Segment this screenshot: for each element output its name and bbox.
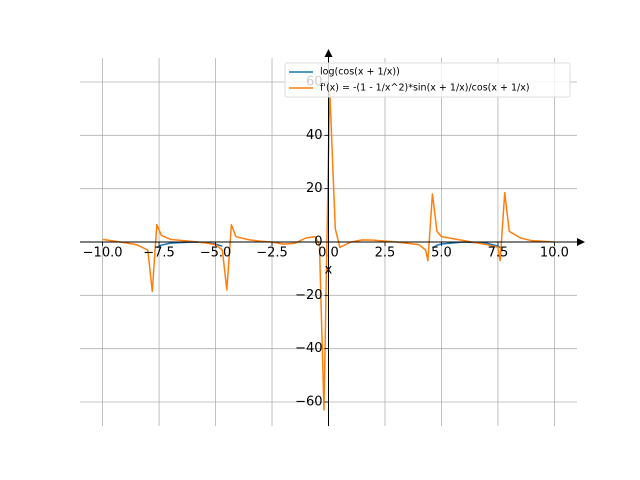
y-arrow [324, 49, 333, 57]
x-tick-label: 5.0 [431, 246, 452, 261]
axes: −10.0 −7.5 −5.0 −2.5 0.0 2.5 5.0 7.5 10.0−60−40−… [80, 49, 585, 426]
y-tick-label: 40 [306, 128, 323, 143]
legend-label: f'(x) = -(1 - 1/x^2)*sin(x + 1/x)/cos(x … [320, 83, 530, 94]
y-tick-label: −60 [295, 395, 322, 410]
x-tick-label: 10.0 [540, 246, 569, 261]
x-arrow [577, 238, 585, 246]
y-tick-label: −40 [295, 341, 322, 356]
legend: log(cos(x + 1/x)) f'(x) = -(1 - 1/x^2)*si… [284, 62, 571, 98]
x-axis-label: x [325, 263, 333, 278]
y-tick-label: −20 [295, 288, 322, 303]
series-line [102, 86, 555, 411]
x-tick-label: −2.5 [256, 246, 288, 261]
x-tick-label: 7.5 [488, 246, 509, 261]
x-tick-label: −7.5 [143, 246, 175, 261]
legend-label: log(cos(x + 1/x)) [320, 67, 400, 78]
y-tick-label: 20 [306, 181, 323, 196]
x-tick-label: −5.0 [200, 246, 232, 261]
x-tick-label: 2.5 [375, 246, 396, 261]
legend-box [284, 62, 571, 98]
x-tick-label: −10.0 [83, 246, 123, 261]
